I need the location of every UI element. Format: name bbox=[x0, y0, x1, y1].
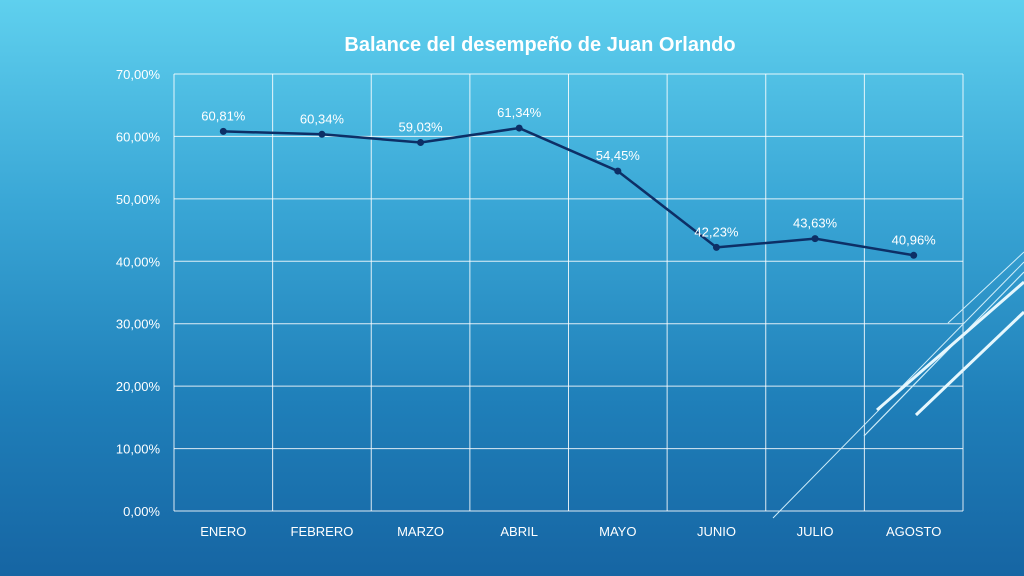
y-tick-label: 0,00% bbox=[123, 504, 160, 519]
data-label: 43,63% bbox=[793, 216, 838, 231]
data-labels: 60,81% 60,34% 59,03% 61,34% 54,45% 42,23% 43,6… bbox=[201, 105, 936, 247]
y-tick-label: 40,00% bbox=[116, 254, 161, 269]
x-tick-label: JUNIO bbox=[697, 524, 736, 539]
x-tick-label: FEBRERO bbox=[291, 524, 354, 539]
y-tick-label: 20,00% bbox=[116, 379, 161, 394]
data-label: 54,45% bbox=[596, 148, 641, 163]
y-tick-label: 30,00% bbox=[116, 317, 161, 332]
data-point bbox=[712, 243, 720, 251]
data-point bbox=[811, 235, 819, 243]
data-label: 40,96% bbox=[892, 232, 937, 247]
grid-layer bbox=[173, 73, 964, 512]
series-line bbox=[223, 126, 914, 257]
y-tick-label: 70,00% bbox=[116, 67, 161, 82]
x-tick-label: MARZO bbox=[397, 524, 444, 539]
x-tick-label: JULIO bbox=[797, 524, 834, 539]
data-label: 60,81% bbox=[201, 108, 246, 123]
data-label: 60,34% bbox=[300, 111, 345, 126]
x-tick-label: ENERO bbox=[200, 524, 246, 539]
data-point bbox=[219, 127, 227, 135]
data-label: 42,23% bbox=[694, 224, 739, 239]
x-tick-label: AGOSTO bbox=[886, 524, 941, 539]
deco-line bbox=[876, 280, 1024, 412]
y-tick-label: 10,00% bbox=[116, 442, 161, 457]
data-point bbox=[515, 124, 523, 132]
x-axis-ticks: ENERO FEBRERO MARZO ABRIL MAYO JUNIO JULIO AGOS… bbox=[200, 524, 941, 539]
deco-line bbox=[947, 251, 1024, 324]
data-point bbox=[417, 138, 425, 146]
chart-title: Balance del desempeño de Juan Orlando bbox=[344, 34, 736, 56]
data-label: 59,03% bbox=[399, 119, 444, 134]
y-axis-ticks: 0,00% 10,00% 20,00% 30,00% 40,00% 50,00% 60,00… bbox=[116, 67, 161, 519]
deco-line bbox=[863, 271, 1024, 437]
decorative-lines bbox=[772, 251, 1024, 519]
x-tick-label: MAYO bbox=[599, 524, 636, 539]
y-tick-label: 50,00% bbox=[116, 192, 161, 207]
deco-line bbox=[914, 310, 1024, 417]
data-point bbox=[614, 167, 622, 175]
series-layer bbox=[219, 124, 918, 259]
data-point bbox=[318, 130, 326, 138]
data-point bbox=[910, 251, 918, 259]
data-label: 61,34% bbox=[497, 105, 542, 120]
y-tick-label: 60,00% bbox=[116, 129, 161, 144]
x-tick-label: ABRIL bbox=[500, 524, 538, 539]
